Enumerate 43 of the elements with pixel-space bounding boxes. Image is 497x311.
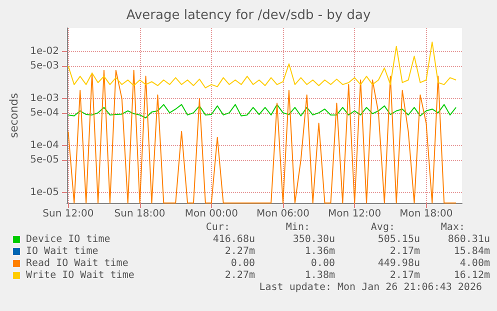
text: 0.00 (230, 258, 255, 269)
text: 15.84m (454, 246, 490, 257)
text: 860.31u (448, 234, 490, 245)
text: 1.38m (304, 270, 335, 281)
y-tick-label: 1e-02 (30, 46, 59, 58)
text: 2.27m (224, 246, 255, 257)
y-tick-label: 1e-04 (30, 140, 59, 152)
text: Cur: (206, 222, 230, 233)
text: Max: (440, 222, 465, 233)
line-series (68, 104, 457, 118)
text: Last update: Mon Jan 26 21:06:43 2026 (259, 282, 482, 293)
text: Avg: (370, 222, 395, 233)
y-tick-label: 1e-03 (30, 93, 59, 104)
x-tick-label: Mon 00:00 (184, 208, 238, 220)
text: 2.17m (390, 246, 420, 257)
text: 1.36m (304, 246, 335, 257)
y-tick-label: 5e-03 (30, 60, 59, 72)
chart-title: Average latency for /dev/sdb - by day (126, 8, 371, 23)
line-series (68, 70, 457, 204)
legend-label: Device IO time (26, 234, 110, 245)
y-tick-label: 5e-04 (30, 107, 59, 118)
x-tick-label: Sun 18:00 (114, 208, 166, 220)
legend-label: Read IO Wait time (26, 258, 128, 269)
y-tick-label: 5e-05 (30, 154, 59, 166)
legend-label: IO Wait time (26, 246, 98, 257)
text: 16.12m (454, 270, 490, 281)
text: Min: (286, 222, 310, 233)
legend-label: Write IO Wait time (26, 270, 134, 281)
text: 2.27m (224, 270, 255, 281)
x-tick-label: Mon 06:00 (256, 208, 310, 220)
text: 416.68u (212, 234, 255, 245)
x-tick-label: Sun 12:00 (42, 208, 94, 220)
text: 505.15u (378, 234, 420, 245)
x-tick-label: Mon 12:00 (328, 208, 382, 220)
text: 449.98u (378, 258, 420, 269)
y-tick-label: 1e-05 (30, 187, 59, 198)
text: 350.30u (292, 234, 335, 245)
text: 2.17m (390, 270, 420, 281)
x-tick-label: Mon 18:00 (400, 208, 453, 220)
text: 4.00m (460, 258, 490, 269)
text: 0.00 (310, 258, 335, 269)
y-axis-title: seconds (7, 92, 20, 138)
line-series (68, 42, 457, 88)
